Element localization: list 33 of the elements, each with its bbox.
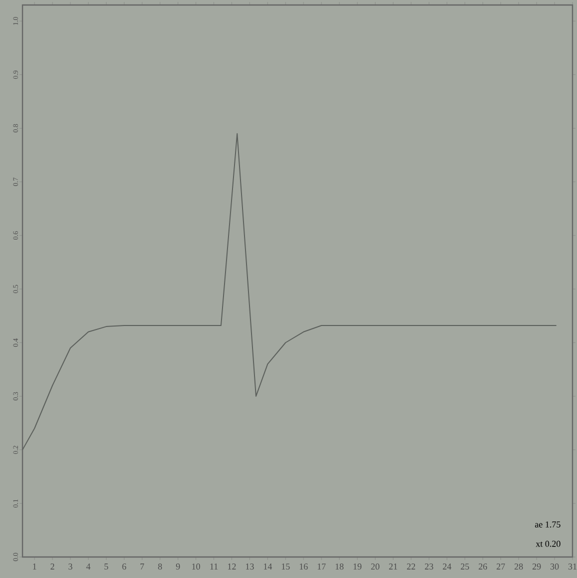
- x-tick-label: 19: [353, 564, 362, 570]
- x-tick-label: 5: [104, 564, 108, 570]
- x-tick-label: 3: [68, 564, 72, 570]
- x-tick-label: 27: [496, 564, 505, 570]
- x-tick-label: 9: [176, 564, 180, 570]
- x-tick-label: 13: [246, 564, 254, 570]
- x-tick-label: 28: [514, 564, 523, 570]
- x-tick-label: 8: [158, 564, 162, 570]
- x-tick-label: 24: [442, 564, 452, 570]
- x-tick-label: 14: [264, 564, 272, 570]
- x-tick-label: 10: [192, 564, 200, 570]
- x-tick-label: 31: [568, 564, 576, 570]
- x-tick-label: 18: [335, 564, 344, 570]
- x-tick-label: 20: [370, 564, 380, 570]
- annotation: xt 0.20: [536, 540, 560, 547]
- x-tick-label: 11: [210, 564, 218, 570]
- x-tick-label: 25: [460, 564, 469, 570]
- x-tick-label: 2: [50, 564, 54, 570]
- x-tick-label: 23: [424, 564, 433, 570]
- x-tick-label: 17: [317, 564, 326, 570]
- annotation: ae 1.75: [534, 521, 560, 528]
- x-tick-label: 30: [550, 564, 558, 570]
- x-tick-label: 7: [140, 564, 144, 570]
- x-tick-label: 1: [32, 564, 36, 570]
- x-tick-label: 4: [86, 564, 90, 570]
- x-tick-label: 26: [478, 564, 487, 570]
- x-tick-label: 6: [122, 564, 126, 570]
- x-tick-label: 22: [406, 564, 415, 570]
- x-tick-label: 15: [282, 564, 290, 570]
- x-tick-label: 29: [532, 564, 541, 570]
- x-tick-label: 21: [388, 564, 397, 570]
- x-tick-label: 12: [228, 564, 236, 570]
- x-tick-label: 16: [300, 564, 308, 570]
